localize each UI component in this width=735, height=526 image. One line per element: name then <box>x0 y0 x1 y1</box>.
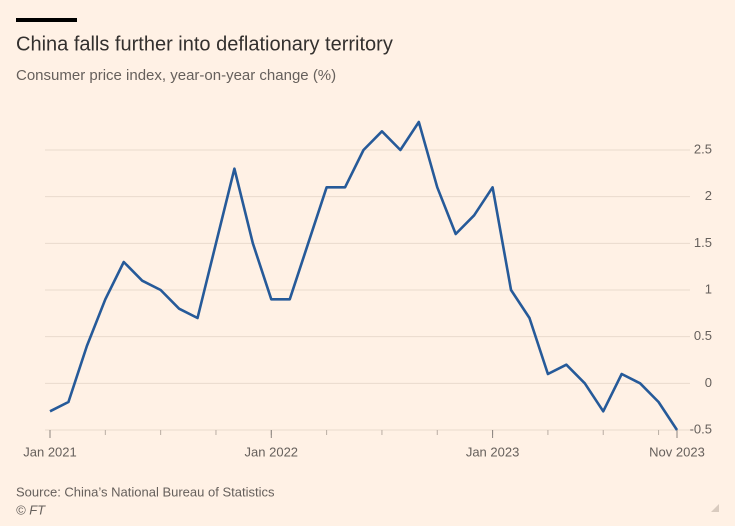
corner-icon <box>711 504 719 512</box>
chart-subtitle: Consumer price index, year-on-year chang… <box>16 67 336 84</box>
x-tick-label: Nov 2023 <box>649 444 705 459</box>
y-tick-label: 2 <box>705 188 712 203</box>
y-tick-label: 0.5 <box>694 328 712 343</box>
x-tick-label: Jan 2021 <box>23 444 77 459</box>
y-tick-label: 1 <box>705 281 712 296</box>
x-tick-label: Jan 2022 <box>245 444 299 459</box>
chart-title: China falls further into deflationary te… <box>16 33 393 55</box>
title-bar <box>16 18 77 22</box>
y-tick-label: 1.5 <box>694 235 712 250</box>
source: Source: China’s National Bureau of Stati… <box>16 484 275 499</box>
data-line <box>49 120 679 431</box>
y-tick-label: 0 <box>705 375 712 390</box>
y-tick-label: 2.5 <box>694 141 712 156</box>
y-tick-label: -0.5 <box>690 421 712 436</box>
credit: © FT <box>16 502 46 517</box>
x-tick-label: Jan 2023 <box>466 444 520 459</box>
